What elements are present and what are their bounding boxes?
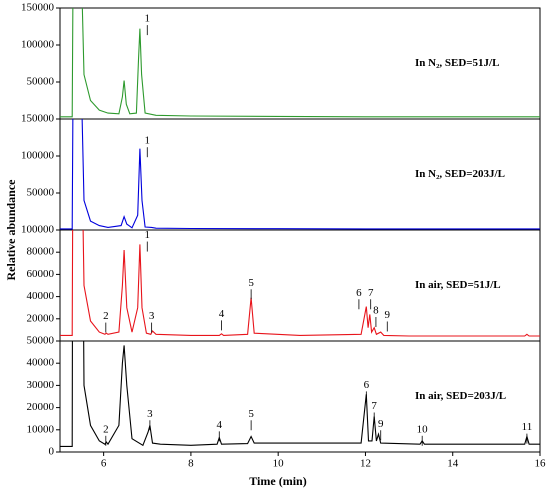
series-line [60, 230, 540, 337]
x-tick-label: 14 [447, 458, 459, 470]
annotation: 6 [364, 379, 370, 391]
annotation: 9 [378, 418, 384, 430]
x-tick-label: 8 [188, 458, 194, 470]
y-axis-label: Relative abundance [4, 179, 18, 281]
y-tick-label: 60000 [27, 268, 55, 280]
annotation: 3 [149, 310, 155, 322]
y-tick-label: 150000 [21, 2, 55, 14]
x-axis-label: Time (min) [249, 474, 306, 488]
y-tick-label: 30000 [27, 379, 55, 391]
annotation: 5 [248, 408, 254, 420]
y-tick-label: 20000 [27, 401, 55, 413]
panel-frame [59, 340, 541, 453]
annotation: 1 [145, 229, 151, 241]
x-tick-label: 16 [535, 458, 547, 470]
x-tick-label: 12 [360, 458, 371, 470]
annotation: 1 [145, 135, 151, 147]
series-line [60, 341, 540, 447]
x-tick-label: 6 [101, 458, 107, 470]
annotation: 3 [147, 408, 153, 420]
y-tick-label: 150000 [21, 113, 55, 125]
y-tick-label: 20000 [27, 312, 55, 324]
series-line [60, 119, 540, 230]
y-tick-label: 0 [49, 446, 55, 458]
annotation: 7 [371, 400, 377, 412]
annotation: 8 [373, 305, 379, 317]
annotation: 4 [217, 419, 223, 431]
y-tick-label: 100000 [21, 224, 55, 236]
panel-label: In air, SED=203J/L [415, 390, 506, 402]
y-tick-label: 10000 [27, 423, 55, 435]
x-tick-label: 10 [273, 458, 285, 470]
y-tick-label: 50000 [27, 76, 55, 88]
annotation: 1 [145, 13, 151, 25]
annotation: 6 [356, 287, 362, 299]
series-line [60, 8, 540, 118]
y-tick-label: 50000 [27, 187, 55, 199]
annotation: 7 [368, 287, 374, 299]
annotation: 5 [248, 277, 254, 289]
annotation: 10 [417, 423, 429, 435]
annotation: 9 [385, 309, 391, 321]
annotation: 2 [103, 310, 109, 322]
annotation: 4 [219, 308, 225, 320]
panel-label: In N₂, SED=51J/L [415, 57, 499, 69]
y-tick-label: 40000 [27, 357, 55, 369]
y-tick-label: 40000 [27, 290, 55, 302]
y-tick-label: 80000 [27, 246, 55, 258]
y-tick-label: 100000 [21, 150, 55, 162]
y-tick-label: 100000 [21, 39, 55, 51]
annotation: 11 [522, 421, 533, 433]
y-tick-label: 50000 [27, 335, 55, 347]
panel-label: In N₂, SED=203J/L [415, 168, 505, 180]
panel-label: In air, SED=51J/L [415, 279, 501, 291]
annotation: 2 [103, 423, 109, 435]
